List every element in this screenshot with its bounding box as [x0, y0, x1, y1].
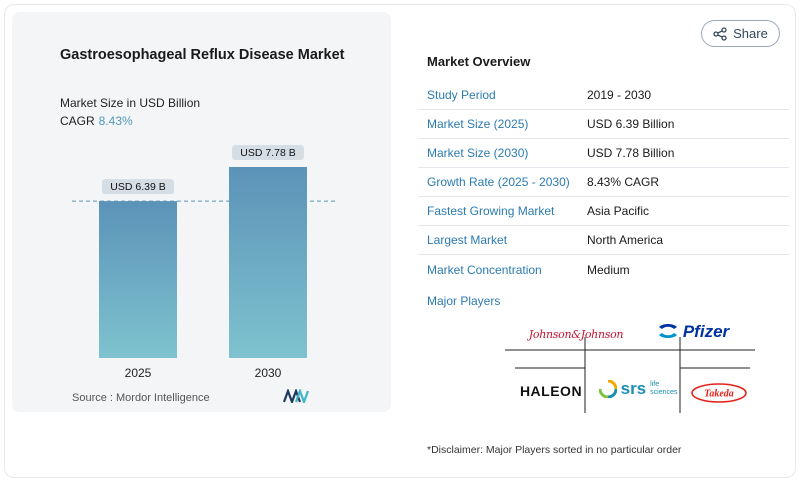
- overview-row: Largest Market North America: [418, 226, 789, 255]
- overview-title: Market Overview: [427, 54, 531, 69]
- bar-2030: [229, 167, 307, 358]
- chart-source: Source : Mordor Intelligence: [72, 392, 210, 404]
- row-key: Study Period: [427, 88, 496, 102]
- overview-row: Market Concentration Medium: [418, 255, 789, 284]
- row-key: Fastest Growing Market: [427, 204, 555, 218]
- takeda-logo: Takeda: [690, 382, 748, 404]
- haleon-logo: HALEON: [519, 383, 583, 399]
- data-label-bg: [232, 145, 304, 160]
- srs-life-sciences-logo: srs life sciences: [597, 374, 679, 404]
- johnson-and-johnson-logo: Johnson&Johnson: [528, 327, 624, 341]
- share-button[interactable]: Share: [701, 20, 780, 47]
- srs-mark-icon: [598, 380, 617, 398]
- chart-panel: [12, 12, 391, 412]
- data-label: USD 7.78 B: [240, 147, 295, 159]
- cagr-value: 8.43%: [98, 114, 133, 128]
- share-label: Share: [733, 26, 768, 41]
- x-tick-label: 2030: [255, 366, 282, 380]
- svg-text:Takeda: Takeda: [704, 389, 734, 400]
- row-key: Market Size (2025): [427, 117, 529, 131]
- data-label-bg: [102, 179, 174, 195]
- row-value: USD 7.78 Billion: [587, 146, 675, 160]
- major-players-title: Major Players: [427, 294, 501, 308]
- row-key: Market Concentration: [427, 262, 542, 277]
- row-value: North America: [587, 233, 664, 247]
- row-value: Asia Pacific: [587, 204, 650, 218]
- bar-2025: [99, 201, 177, 358]
- row-key: Growth Rate (2025 - 2030): [427, 175, 570, 189]
- share-icon: [713, 26, 727, 41]
- overview-row: Fastest Growing Market Asia Pacific: [418, 197, 789, 226]
- row-value: 2019 - 2030: [587, 88, 652, 102]
- overview-table: Study Period 2019 - 2030 Market Size (202…: [418, 81, 789, 284]
- players-grid-lines: [505, 337, 755, 413]
- row-value: Medium: [587, 262, 630, 277]
- chart-cagr: CAGR 8.43%: [60, 114, 133, 128]
- bar-chart: USD 6.39 B 2025 USD 7.78 B 2030: [72, 145, 337, 380]
- row-key: Largest Market: [427, 233, 508, 247]
- chart-subtitle: Market Size in USD Billion: [60, 96, 201, 110]
- overview-row: Growth Rate (2025 - 2030) 8.43% CAGR: [418, 168, 789, 197]
- cagr-label: CAGR: [60, 114, 95, 128]
- data-label: USD 6.39 B: [110, 181, 165, 193]
- pfizer-logo: Pfizer: [656, 318, 730, 346]
- row-value: 8.43% CAGR: [587, 175, 660, 189]
- overview-row: Study Period 2019 - 2030: [418, 81, 789, 110]
- row-key: Market Size (2030): [427, 146, 529, 160]
- pfizer-mark-icon: [658, 324, 677, 338]
- x-tick-label: 2025: [125, 366, 152, 380]
- disclaimer: *Disclaimer: Major Players sorted in no …: [427, 444, 682, 456]
- mordor-logo-icon: [283, 389, 309, 403]
- row-value: USD 6.39 Billion: [587, 117, 675, 131]
- overview-row: Market Size (2030) USD 7.78 Billion: [418, 139, 789, 168]
- overview-row: Market Size (2025) USD 6.39 Billion: [418, 110, 789, 139]
- chart-title: Gastroesophageal Reflux Disease Market: [60, 47, 345, 63]
